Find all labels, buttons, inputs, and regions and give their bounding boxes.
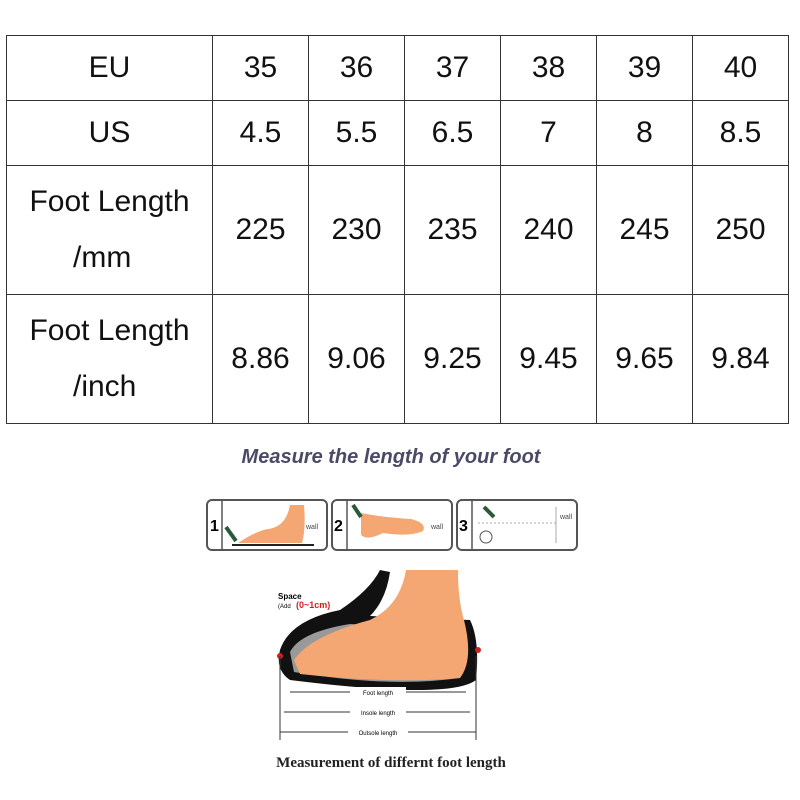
row-header: US [6,100,213,166]
space-label: Space [278,592,302,601]
label-line: Foot Length [29,185,190,218]
cell: 225 [212,165,309,295]
cell: 6.5 [404,100,501,166]
step-number: 1 [210,518,219,535]
pencil-icon [351,503,363,519]
wall-label: wall [430,524,444,531]
insole-length-label: Insole length [361,711,395,717]
table-row-inch: Foot Length/inch 8.86 9.06 9.25 9.45 9.6… [6,294,789,424]
cell: 7 [500,100,597,166]
table-row-eu: EU 35 36 37 38 39 40 [6,35,789,101]
cell: 240 [500,165,597,295]
table-row-mm: Foot Length/mm 225 230 235 240 245 250 [6,165,789,295]
measurement-caption: Measurement of differnt foot length [276,755,506,771]
space-range-label: (0~1cm) [296,600,330,610]
ruler-icon [479,530,493,544]
cell: 35 [212,35,309,101]
cell: 235 [404,165,501,295]
cell: 8.5 [692,100,789,166]
measure-title: Measure the length of your foot [241,446,541,468]
row-header: Foot Length/inch [6,294,213,424]
label-line: Foot Length [29,314,190,347]
outsole-length-label: Outsole length [359,731,398,737]
unit-line: /mm [73,241,132,274]
size-chart-table: EU 35 36 37 38 39 40 US 4.5 5.5 6.5 7 8 … [6,35,789,424]
cell: 245 [596,165,693,295]
cell: 4.5 [212,100,309,166]
measure-steps-illustration: 1 wall 2 wall 3 wall [206,499,578,551]
step-1: 1 wall [206,499,328,551]
cell: 230 [308,165,405,295]
step-3: 3 wall [456,499,578,551]
cell: 9.65 [596,294,693,424]
cell: 38 [500,35,597,101]
unit-line: /inch [73,370,137,403]
cell: 9.45 [500,294,597,424]
pencil-icon [224,525,238,543]
foot-length-label: Foot length [363,691,393,697]
cell: 9.06 [308,294,405,424]
cell: 40 [692,35,789,101]
pencil-icon [482,505,496,519]
foot-shape [294,570,469,681]
step-2: 2 wall [331,499,453,551]
cell: 9.84 [692,294,789,424]
row-header: EU [6,35,213,101]
step-number: 3 [459,518,468,535]
cell: 9.25 [404,294,501,424]
step-number: 2 [334,518,343,535]
cell: 8 [596,100,693,166]
cell: 39 [596,35,693,101]
foot-top-icon [361,513,424,538]
wall-label: wall [559,514,573,521]
cell: 36 [308,35,405,101]
wall-label: wall [305,524,319,531]
row-header: Foot Length/mm [6,165,213,295]
foot-shoe-illustration: Space (Add (0~1cm) Foot length Insole le… [277,570,481,740]
table-row-us: US 4.5 5.5 6.5 7 8 8.5 [6,100,789,166]
cell: 5.5 [308,100,405,166]
cell: 8.86 [212,294,309,424]
cell: 37 [404,35,501,101]
space-add-label: (Add [278,604,291,610]
cell: 250 [692,165,789,295]
foot-side-icon [238,505,305,543]
